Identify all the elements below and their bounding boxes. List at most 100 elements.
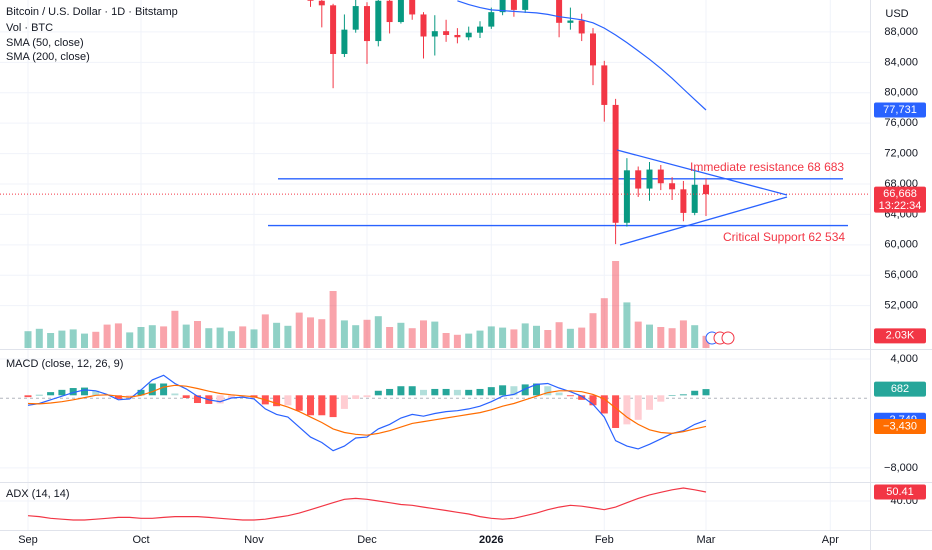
macd-histogram-bar	[589, 395, 597, 406]
volume-bar	[600, 298, 608, 348]
x-tick-label: Apr	[822, 534, 839, 546]
histogram-tag-bg	[874, 381, 926, 397]
macd-histogram-bar	[612, 395, 620, 428]
candle-body	[657, 169, 664, 184]
last-price-tag: 66,668	[883, 188, 917, 200]
candle-body	[556, 0, 563, 23]
volume-bar	[634, 321, 642, 348]
volume-bar	[374, 316, 382, 348]
x-tick-label: Sep	[18, 534, 38, 546]
price-tags: 77,73166,66813:22:342.03K682−2,749−3,430…	[874, 102, 926, 500]
volume-bar	[589, 313, 597, 348]
candle-body	[703, 184, 709, 195]
macd-histogram-bar	[227, 395, 235, 399]
volume-bar	[499, 327, 507, 348]
candle-body	[454, 34, 461, 38]
candle-body	[510, 0, 517, 10]
volume-bar	[702, 335, 710, 348]
annotation: Critical Support 62 534	[723, 230, 845, 244]
macd-histogram-bar	[544, 386, 552, 396]
volume-bar	[194, 321, 201, 348]
macd-histogram-bar	[386, 388, 394, 396]
macd-histogram-bar	[126, 395, 134, 398]
volume-bar	[216, 327, 224, 348]
y-tick-label: 60,000	[884, 239, 918, 251]
macd-histogram-bar	[114, 395, 122, 399]
currency[interactable]: USD	[885, 8, 908, 20]
volume-bar	[92, 331, 100, 348]
event-icons	[705, 331, 735, 345]
volume-bar	[623, 302, 631, 348]
candle-body	[601, 65, 608, 105]
volume-bar	[352, 325, 360, 348]
macd-histogram-bar	[24, 395, 32, 398]
signal-tag-bg	[874, 418, 926, 434]
candle-body	[465, 32, 472, 38]
volume-bar	[47, 333, 55, 348]
candle-body	[420, 14, 427, 37]
candle-body	[578, 20, 585, 34]
macd-histogram-bar	[691, 390, 699, 396]
candle-body	[669, 183, 676, 190]
macd-histogram-bar	[578, 395, 586, 400]
candle-body	[635, 170, 642, 189]
macd-histogram-bar	[646, 395, 653, 410]
macd-histogram-bar	[555, 392, 563, 396]
macd-histogram-bar	[318, 395, 326, 416]
volume-bar	[295, 312, 303, 348]
macd-histogram-bar	[465, 389, 473, 396]
macd-histogram-bar	[600, 395, 608, 414]
volume-bar	[612, 261, 620, 348]
candle-body	[612, 104, 619, 223]
macd-line	[27, 374, 707, 452]
triangle-lower	[619, 196, 788, 246]
candle-body	[375, 0, 382, 42]
volume-bar	[239, 326, 247, 348]
macd-histogram-bar	[702, 389, 710, 396]
volume-bar	[329, 291, 337, 348]
macd-histogram-bar	[137, 389, 145, 396]
grid	[0, 0, 870, 530]
macd-histogram-bar	[171, 393, 179, 396]
volume-bar	[386, 327, 394, 348]
macd-histogram-bar	[453, 389, 461, 396]
x-tick-label: 2026	[479, 534, 503, 546]
macd-histogram-bar	[623, 395, 631, 425]
event-icon[interactable]	[721, 331, 735, 345]
macd-histogram-bar	[408, 386, 416, 396]
volume-bar	[431, 321, 439, 348]
y-tick-label: 4,000	[890, 353, 918, 365]
candle-body	[431, 31, 438, 37]
signal-tag: −3,430	[883, 420, 917, 432]
volume-bar	[81, 333, 88, 348]
macd-histogram-bar	[69, 388, 77, 396]
volume-bar	[397, 322, 405, 348]
volume-bar	[487, 326, 495, 348]
volume-bar	[148, 325, 156, 348]
volume-bar	[420, 320, 427, 348]
candle-body	[386, 0, 393, 23]
volume-bar	[363, 319, 371, 348]
macd-histogram-bar	[295, 395, 303, 411]
y-tick-label: 72,000	[884, 147, 918, 159]
price-pane	[0, 0, 870, 348]
x-tick-label: Nov	[244, 534, 264, 546]
y-tick-label: 84,000	[884, 56, 918, 68]
volume-bar	[578, 327, 586, 348]
macd-histogram-bar	[92, 390, 100, 396]
y-tick-label: 56,000	[884, 269, 918, 281]
macd-histogram-bar	[35, 394, 43, 396]
macd-histogram-bar	[657, 395, 665, 402]
macd-histogram-bar	[521, 384, 529, 396]
volume-bar	[69, 329, 77, 348]
x-tick-label: Mar	[697, 534, 716, 546]
macd-histogram-bar	[476, 388, 484, 396]
adx-tag: 50.41	[886, 486, 914, 498]
macd-histogram-bar	[47, 392, 55, 396]
macd-histogram-bar	[148, 383, 156, 396]
macd-histogram-bar	[499, 385, 507, 396]
macd-histogram-bar	[420, 389, 427, 396]
volume-bar	[58, 330, 66, 348]
macd-histogram-bar	[284, 395, 292, 406]
macd-histogram-bar	[160, 383, 168, 396]
